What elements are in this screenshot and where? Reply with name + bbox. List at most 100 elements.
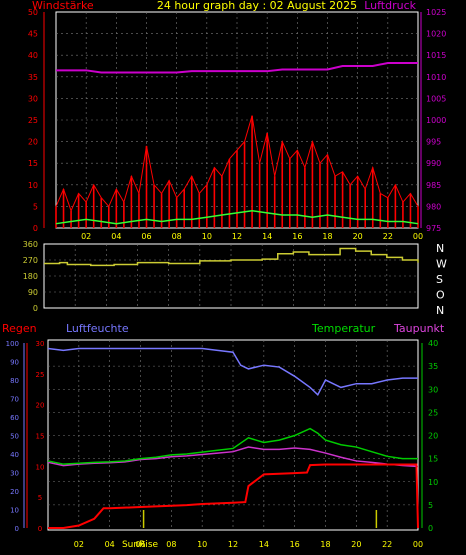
x-tick-label: 08 xyxy=(172,232,182,241)
pressure-tick-label: 1000 xyxy=(426,116,446,125)
x-tick-label: 10 xyxy=(197,540,207,549)
temperature-tick-label: 0 xyxy=(428,524,433,533)
pressure-tick-label: 995 xyxy=(426,138,441,147)
dewpoint-line xyxy=(47,446,419,468)
x-tick-label: 12 xyxy=(228,540,238,549)
rain-tick-label: 30 xyxy=(36,340,45,348)
humidity-tick-label: 50 xyxy=(10,433,19,441)
wind-pressure-panel: Windstärke 24 hour graph day : 02 August… xyxy=(28,0,447,241)
temperature-tick-label: 15 xyxy=(428,455,438,464)
wind-tick-label: 5 xyxy=(33,202,38,211)
pressure-tick-label: 1005 xyxy=(426,94,446,103)
x-tick-label: 10 xyxy=(202,232,212,241)
compass-tick-label: N xyxy=(436,304,444,317)
temperature-tick-label: 25 xyxy=(428,408,438,417)
direction-tick-label: 90 xyxy=(28,288,38,297)
wind-tick-label: 45 xyxy=(28,30,38,39)
direction-tick-label: 270 xyxy=(23,256,38,265)
pressure-line xyxy=(56,61,418,74)
x-tick-label: 06 xyxy=(135,540,145,549)
wind-tick-label: 15 xyxy=(28,159,38,168)
temperature-line xyxy=(47,427,418,465)
x-tick-label: 22 xyxy=(382,540,392,549)
compass-tick-label: W xyxy=(436,258,447,271)
x-tick-label: 20 xyxy=(351,540,361,549)
x-tick-label: 20 xyxy=(353,232,363,241)
compass-tick-label: N xyxy=(436,242,444,255)
wind-average-line xyxy=(55,209,419,225)
right-axis-label-pressure: Luftdruck xyxy=(364,0,416,12)
temperature-tick-label: 5 xyxy=(428,501,433,510)
humidity-tick-label: 60 xyxy=(10,414,19,422)
x-tick-label: 22 xyxy=(383,232,393,241)
humidity-tick-label: 10 xyxy=(10,507,19,515)
wind-tick-label: 50 xyxy=(28,8,38,17)
humidity-tick-label: 30 xyxy=(10,470,19,478)
temperature-tick-label: 10 xyxy=(428,478,438,487)
pressure-tick-label: 975 xyxy=(426,224,441,233)
rain-tick-label: 15 xyxy=(36,433,45,441)
pressure-tick-label: 980 xyxy=(426,202,441,211)
humidity-line xyxy=(47,347,418,397)
x-tick-label: 14 xyxy=(262,232,272,241)
pressure-tick-label: 985 xyxy=(426,181,441,190)
rain-line xyxy=(48,463,419,529)
rain-tick-label: 25 xyxy=(36,371,45,379)
sunrise-label: SunRise xyxy=(122,540,159,550)
direction-tick-label: 360 xyxy=(23,240,38,249)
x-tick-label: 00 xyxy=(413,540,423,549)
wind-tick-label: 20 xyxy=(28,138,38,147)
left-axis-label-wind: Windstärke xyxy=(32,0,94,12)
x-tick-label: 04 xyxy=(111,232,121,241)
direction-tick-label: 0 xyxy=(33,304,38,313)
humidity-tick-label: 100 xyxy=(6,340,19,348)
x-tick-label: 12 xyxy=(232,232,242,241)
humidity-tick-label: 40 xyxy=(10,451,19,459)
rain-tick-label: 5 xyxy=(38,494,42,502)
x-tick-label: 14 xyxy=(259,540,269,549)
humidity-tick-label: 70 xyxy=(10,396,19,404)
dewpoint-axis-label: Taupunkt xyxy=(393,322,445,335)
temperature-tick-label: 35 xyxy=(428,362,438,371)
x-tick-label: 04 xyxy=(105,540,115,549)
x-tick-label: 02 xyxy=(81,232,91,241)
humidity-axis-label: Luftfeuchte xyxy=(66,322,129,335)
temperature-tick-label: 30 xyxy=(428,385,438,394)
pressure-tick-label: 1010 xyxy=(426,73,446,82)
compass-tick-label: S xyxy=(436,273,443,286)
x-tick-label: 18 xyxy=(322,232,332,241)
chart-title: 24 hour graph day : 02 August 2025 xyxy=(157,0,357,12)
wind-tick-label: 10 xyxy=(28,181,38,190)
wind-tick-label: 30 xyxy=(28,94,38,103)
x-tick-label: 02 xyxy=(74,540,84,549)
direction-tick-label: 180 xyxy=(23,272,38,281)
x-tick-label: 00 xyxy=(413,232,423,241)
pressure-tick-label: 990 xyxy=(426,159,441,168)
pressure-tick-label: 1015 xyxy=(426,51,446,60)
temperature-tick-label: 20 xyxy=(428,432,438,441)
temperature-tick-label: 40 xyxy=(428,339,438,348)
temperature-axis-label: Temperatur xyxy=(311,322,376,335)
rain-tick-label: 10 xyxy=(36,463,45,471)
humidity-tick-label: 20 xyxy=(10,488,19,496)
rain-tick-label: 0 xyxy=(38,525,42,533)
wind-tick-label: 25 xyxy=(28,116,38,125)
wind-tick-label: 35 xyxy=(28,73,38,82)
rain-tick-label: 20 xyxy=(36,402,45,410)
wind-tick-label: 40 xyxy=(28,51,38,60)
wind-tick-label: 0 xyxy=(33,224,38,233)
pressure-tick-label: 1020 xyxy=(426,30,446,39)
wind-gust-line xyxy=(55,115,419,213)
climate-panel: Regen Luftfeuchte Temperatur Taupunkt 0 5… xyxy=(2,322,445,550)
wind-direction-line xyxy=(44,247,419,267)
humidity-tick-label: 90 xyxy=(10,359,19,367)
humidity-tick-label: 80 xyxy=(10,377,19,385)
x-tick-label: 18 xyxy=(320,540,330,549)
compass-tick-label: O xyxy=(436,289,445,302)
x-tick-label: 06 xyxy=(141,232,151,241)
pressure-tick-label: 1025 xyxy=(426,8,446,17)
rain-axis-label: Regen xyxy=(2,322,37,335)
x-tick-label: 08 xyxy=(166,540,176,549)
